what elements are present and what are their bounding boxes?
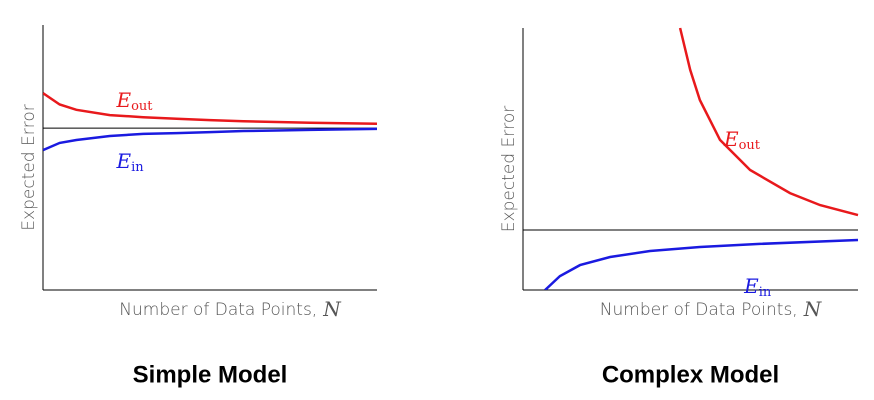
curve — [544, 238, 859, 290]
text-part: N — [803, 297, 823, 321]
text-part: E — [743, 274, 759, 298]
text-part: out — [131, 99, 153, 114]
x-axis-label: Number of Data Points, N — [119, 297, 342, 321]
curve-label: Ein — [743, 274, 772, 300]
curve-label: Eout — [115, 88, 153, 114]
text-part: N — [322, 297, 342, 321]
text-part: E — [115, 149, 131, 173]
y-axis-label: Expected Error — [19, 104, 39, 230]
y-axis-label: Expected Error — [499, 106, 519, 232]
curve-label: Eout — [723, 126, 761, 152]
model-title: Simple Model — [133, 361, 288, 388]
text-part: E — [723, 126, 739, 150]
text-part: out — [739, 137, 761, 152]
x-axis-label: Number of Data Points, N — [600, 297, 823, 321]
curve — [43, 127, 378, 152]
text-part: Number of Data Points, — [600, 300, 798, 320]
curve-label: Ein — [115, 149, 144, 175]
curve — [678, 27, 859, 217]
text-part: in — [131, 160, 144, 175]
text-part: Number of Data Points, — [119, 300, 317, 320]
text-part: in — [759, 285, 772, 300]
text-part: E — [115, 88, 131, 112]
model-title: Complex Model — [602, 361, 779, 388]
curve — [43, 92, 378, 126]
